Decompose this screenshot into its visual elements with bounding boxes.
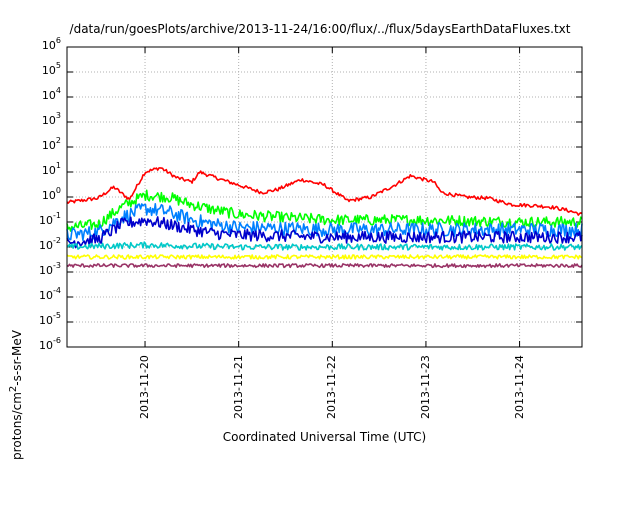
series-line	[66, 167, 583, 216]
chart-title: /data/run/goesPlots/archive/2013-11-24/1…	[69, 22, 571, 36]
series-line	[66, 263, 583, 269]
y-tick-label: 100	[41, 186, 61, 203]
y-tick-label: 10-2	[39, 236, 61, 253]
y-tick-label: 10-4	[39, 286, 61, 303]
y-axis-label-unit: protons/cm	[10, 392, 24, 460]
y-tick-label: 10-6	[39, 336, 61, 353]
y-tick-label: 104	[41, 86, 61, 103]
y-tick-label: 10-5	[39, 311, 61, 328]
series-line	[66, 203, 583, 241]
y-tick-label: 102	[41, 136, 61, 153]
y-tick-label: 105	[41, 61, 61, 78]
series-line	[66, 241, 583, 251]
y-axis-label-exponent: 2	[8, 385, 19, 393]
y-tick-label: 106	[41, 36, 61, 53]
chart-canvas	[66, 46, 583, 348]
x-tick-label: 2013-11-23	[418, 355, 432, 419]
y-tick-label: 10-1	[39, 211, 61, 228]
series-line	[66, 216, 583, 249]
plot-frame	[66, 46, 583, 348]
x-tick-label: 2013-11-22	[325, 355, 339, 419]
x-tick-label: 2013-11-24	[512, 355, 526, 419]
x-axis-label: Coordinated Universal Time (UTC)	[222, 430, 427, 444]
x-tick-label: 2013-11-20	[138, 355, 152, 419]
y-tick-label: 101	[41, 161, 61, 178]
series-line	[66, 254, 583, 260]
series-line	[66, 189, 583, 232]
y-axis-label: protons/cm2-s-sr-MeV	[8, 270, 24, 520]
x-tick-label: 2013-11-21	[231, 355, 245, 419]
y-tick-label: 10-3	[39, 261, 61, 278]
y-tick-label: 103	[41, 111, 61, 128]
